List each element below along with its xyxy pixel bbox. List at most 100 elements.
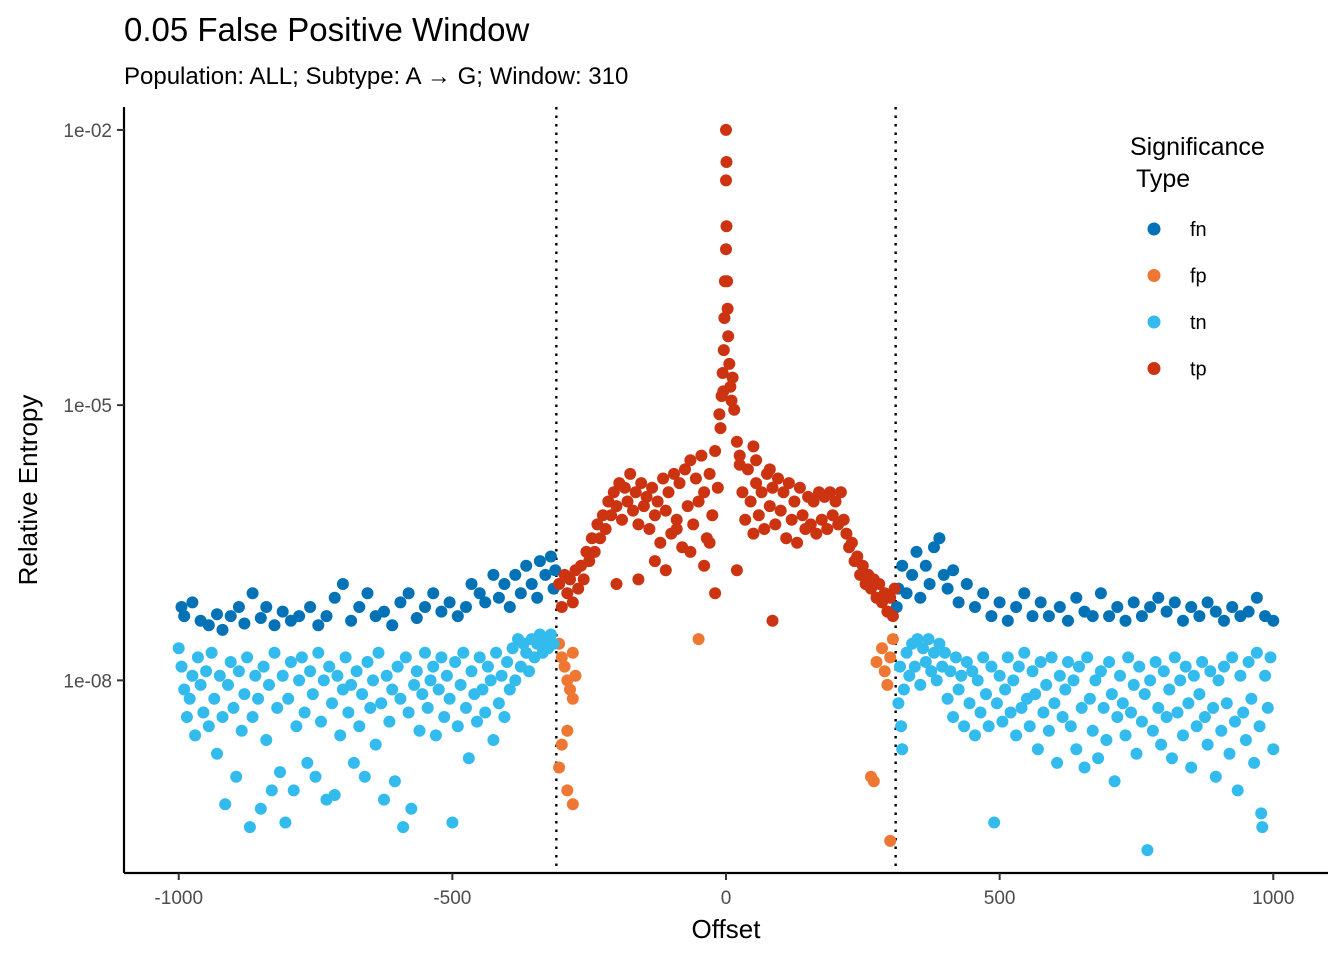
data-point — [460, 601, 472, 613]
data-point — [681, 500, 694, 513]
data-point — [596, 509, 609, 522]
data-point — [1010, 601, 1023, 613]
data-point — [317, 674, 330, 687]
data-point — [1168, 596, 1181, 609]
data-point — [419, 646, 431, 659]
data-point — [553, 761, 566, 774]
data-point — [336, 578, 349, 590]
data-point — [1029, 688, 1042, 701]
data-point — [730, 564, 743, 577]
data-point — [739, 513, 752, 526]
data-point — [509, 674, 522, 687]
data-point — [923, 578, 936, 590]
data-point — [692, 633, 705, 646]
data-point — [481, 660, 494, 673]
data-point — [725, 394, 738, 407]
data-point — [564, 683, 576, 696]
data-point — [254, 802, 267, 815]
data-point — [990, 697, 1003, 710]
data-point — [788, 495, 801, 508]
data-point — [561, 784, 574, 797]
data-point — [1163, 683, 1176, 696]
data-point — [1053, 669, 1066, 682]
data-point — [1045, 651, 1058, 664]
data-point — [716, 367, 729, 379]
data-point — [435, 651, 448, 664]
data-point — [1179, 660, 1192, 673]
data-point — [1229, 715, 1241, 728]
legend-key-fp — [1147, 269, 1161, 282]
data-point — [1127, 596, 1140, 609]
chart-title: 0.05 False Positive Window — [124, 11, 530, 48]
data-point — [629, 486, 642, 499]
data-point — [479, 706, 492, 719]
x-tick-label: 500 — [984, 888, 1016, 909]
data-point — [890, 601, 903, 613]
data-point — [457, 646, 470, 659]
data-point — [755, 486, 768, 499]
data-point — [386, 619, 399, 632]
data-point — [1135, 715, 1148, 728]
data-point — [1119, 729, 1132, 742]
data-point — [345, 614, 358, 627]
data-point — [1034, 656, 1047, 668]
data-point — [175, 601, 188, 613]
data-point — [1067, 674, 1080, 687]
data-point — [1185, 761, 1198, 774]
data-point — [856, 559, 869, 572]
data-point — [941, 582, 954, 595]
data-point — [569, 669, 582, 682]
data-point — [881, 678, 894, 691]
data-point — [328, 591, 341, 604]
data-point — [304, 601, 317, 613]
data-point — [479, 596, 492, 609]
data-point — [276, 669, 289, 682]
data-point — [607, 486, 620, 499]
data-point — [1042, 724, 1055, 737]
data-point — [416, 688, 429, 701]
data-point — [1040, 678, 1053, 691]
data-point — [1051, 756, 1064, 769]
data-point — [498, 711, 511, 723]
series-fn — [175, 532, 1280, 636]
data-point — [763, 500, 776, 513]
data-point — [1177, 614, 1189, 627]
data-point — [533, 555, 546, 568]
data-point — [1242, 605, 1255, 618]
data-point — [564, 573, 576, 586]
data-point — [621, 495, 634, 508]
data-point — [249, 669, 262, 682]
data-point — [897, 683, 910, 696]
data-point — [914, 678, 927, 691]
data-point — [369, 738, 382, 751]
data-point — [1250, 591, 1263, 604]
data-point — [982, 720, 995, 733]
legend-label-fn: fn — [1190, 219, 1207, 241]
data-point — [974, 706, 987, 719]
data-point — [462, 752, 475, 765]
data-point — [440, 669, 453, 682]
data-point — [1064, 720, 1077, 733]
data-point — [503, 601, 516, 613]
x-tick-label: -1000 — [154, 888, 203, 909]
data-point — [692, 495, 705, 508]
legend-key-tn — [1147, 315, 1161, 329]
data-point — [659, 504, 672, 517]
data-point — [544, 628, 557, 641]
data-point — [312, 619, 325, 632]
data-point — [334, 729, 347, 742]
data-point — [356, 688, 369, 701]
data-point — [180, 711, 193, 723]
data-point — [1130, 747, 1143, 760]
data-point — [523, 665, 535, 678]
data-point — [829, 495, 842, 508]
data-point — [246, 711, 259, 723]
data-point — [772, 472, 784, 485]
data-point — [394, 596, 407, 609]
data-point — [834, 486, 847, 499]
data-point — [1160, 711, 1173, 723]
data-point — [720, 243, 732, 256]
data-point — [941, 692, 954, 705]
data-point — [326, 697, 338, 710]
data-point — [1138, 688, 1151, 701]
